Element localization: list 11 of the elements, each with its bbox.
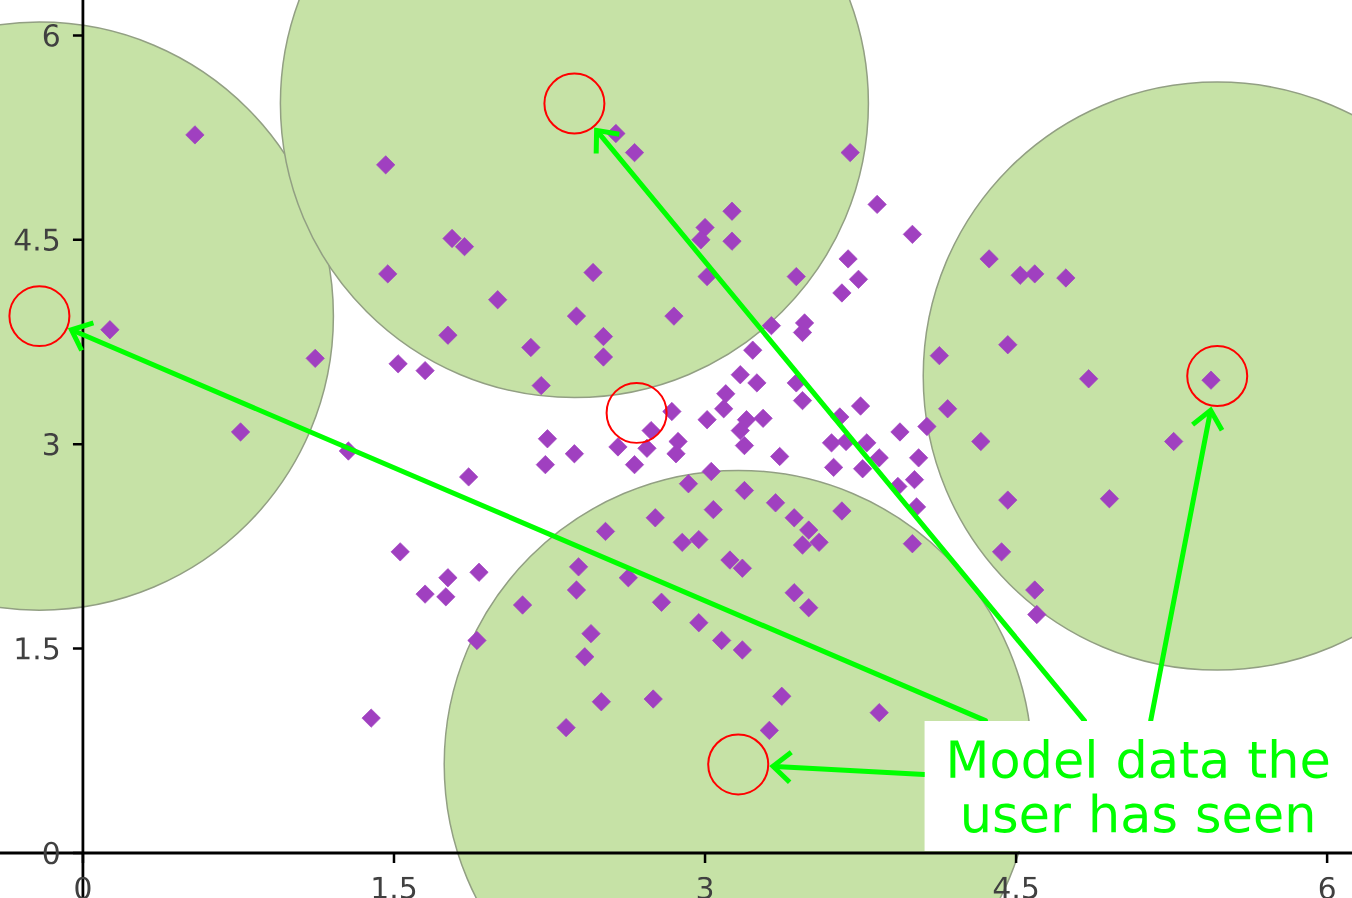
x-tick-label: 1.5	[373, 876, 416, 898]
y-tick-label: 4.5	[14, 228, 59, 251]
point	[605, 381, 668, 444]
y-tick-label: 3	[44, 432, 59, 456]
y-tick-label: 1.5	[16, 637, 59, 660]
point	[543, 72, 606, 135]
point	[1186, 345, 1249, 408]
y-tick-label: 6	[43, 24, 59, 47]
annotation: Model data the user has seen	[950, 738, 1329, 833]
point	[707, 733, 770, 796]
point	[8, 285, 71, 348]
